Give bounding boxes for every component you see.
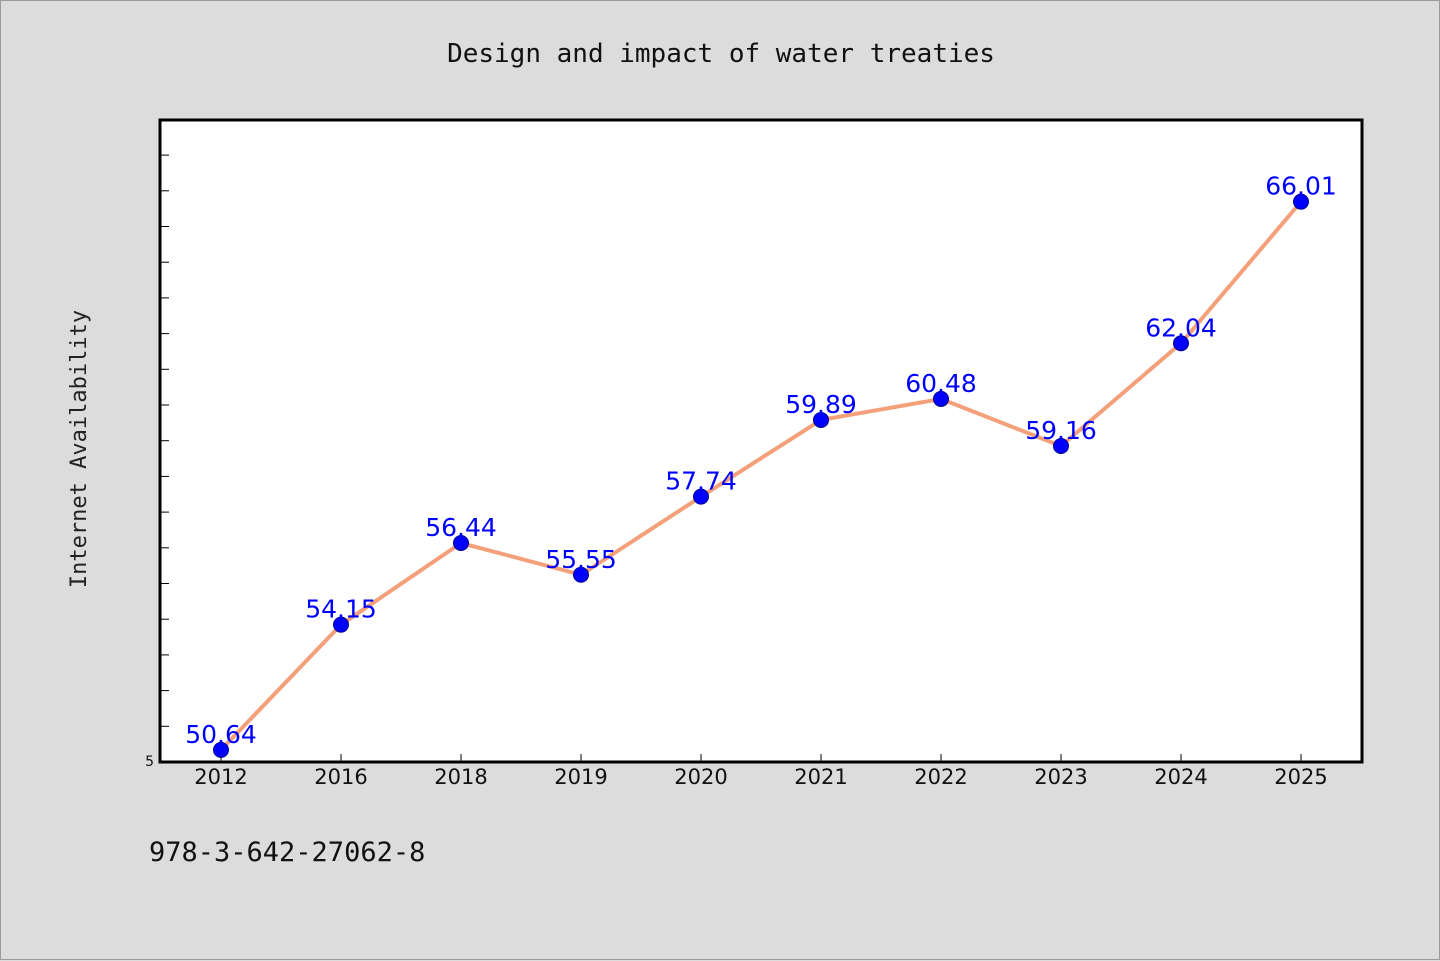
x-tick-label: 2023 <box>1034 765 1087 789</box>
data-label: 55.55 <box>545 545 617 574</box>
footnote-isbn: 978-3-642-27062-8 <box>149 837 426 868</box>
x-axis-ticks: 2012 2016 2018 2019 2020 2021 2022 2023 2024 2025 <box>194 754 1328 789</box>
data-point-marker <box>1053 437 1069 454</box>
data-point-marker <box>573 566 589 583</box>
data-label: 59.89 <box>785 390 857 419</box>
data-point-marker <box>333 616 349 633</box>
data-label: 57.74 <box>665 467 737 496</box>
data-label: 59.16 <box>1025 416 1097 445</box>
data-label: 54.15 <box>305 595 377 624</box>
x-tick-label: 2024 <box>1154 765 1207 789</box>
plot-area <box>158 118 1364 764</box>
y-tick-label: 5 <box>145 754 154 770</box>
data-point-marker <box>213 741 229 758</box>
chart-title: Design and impact of water treaties <box>447 39 995 69</box>
x-tick-label: 2018 <box>434 765 487 789</box>
data-point-marker <box>1173 335 1189 352</box>
x-tick-label: 2025 <box>1274 765 1327 789</box>
data-label: 50.64 <box>185 720 257 749</box>
data-point-marker <box>453 535 469 552</box>
x-tick-label: 2012 <box>194 765 247 789</box>
data-label: 56.44 <box>425 513 497 542</box>
data-label: 60.48 <box>905 369 977 398</box>
x-tick-label: 2021 <box>794 765 847 789</box>
x-tick-label: 2019 <box>554 765 607 789</box>
series-layer: 50.64 54.15 56.44 55.55 57.74 59.89 60.48 59.16… <box>185 172 1337 758</box>
x-tick-label: 2022 <box>914 765 967 789</box>
data-point-marker <box>813 411 829 428</box>
data-point-marker <box>933 390 949 407</box>
data-point-marker <box>1293 193 1309 210</box>
series-line <box>219 200 1303 752</box>
x-tick-label: 2020 <box>674 765 727 789</box>
data-label: 66.01 <box>1265 172 1337 201</box>
y-axis-ticks <box>160 154 169 727</box>
y-axis-label: Internet Availability <box>67 310 92 588</box>
x-tick-label: 2016 <box>314 765 367 789</box>
data-label: 62.04 <box>1145 313 1217 342</box>
data-point-marker <box>693 488 709 505</box>
